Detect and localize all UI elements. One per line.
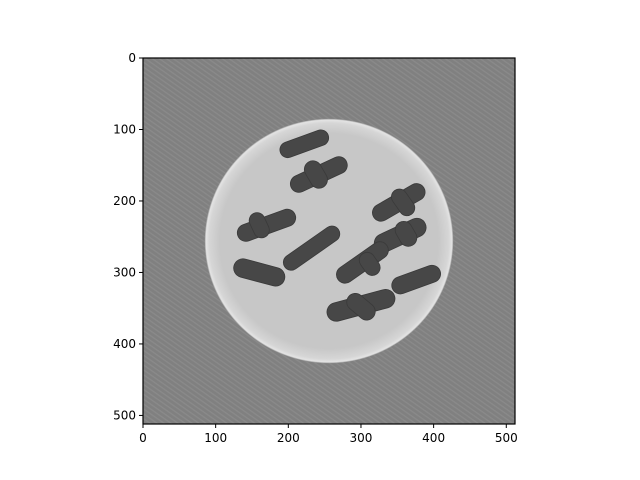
y-tick-label: 400 <box>113 337 136 351</box>
x-tick-label: 300 <box>350 431 373 445</box>
x-tick-label: 500 <box>495 431 518 445</box>
x-tick-label: 0 <box>139 431 147 445</box>
cavity-1 <box>279 129 330 159</box>
cavity-13 <box>358 251 381 276</box>
x-tick-label: 400 <box>422 431 445 445</box>
axes-frame <box>142 57 516 425</box>
image-layer <box>204 118 454 364</box>
cavity-9 <box>394 220 418 247</box>
cavity-11 <box>233 258 286 287</box>
plot-area <box>142 57 516 425</box>
y-tick-label: 500 <box>113 408 136 422</box>
x-tick-label: 100 <box>204 431 227 445</box>
cavity-5 <box>391 188 416 217</box>
x-axis: 0 100 200 300 400 500 <box>139 424 518 445</box>
cavity-14 <box>391 264 442 295</box>
cavity-3 <box>303 160 328 189</box>
x-tick-label: 200 <box>277 431 300 445</box>
y-tick-label: 100 <box>113 122 136 136</box>
y-tick-label: 0 <box>128 51 136 65</box>
y-axis: 0 100 200 300 400 500 <box>113 51 143 422</box>
y-tick-label: 200 <box>113 194 136 208</box>
cavity-10 <box>282 225 341 271</box>
y-tick-label: 300 <box>113 265 136 279</box>
cavity-16 <box>346 293 376 321</box>
cavity-7 <box>248 212 270 239</box>
